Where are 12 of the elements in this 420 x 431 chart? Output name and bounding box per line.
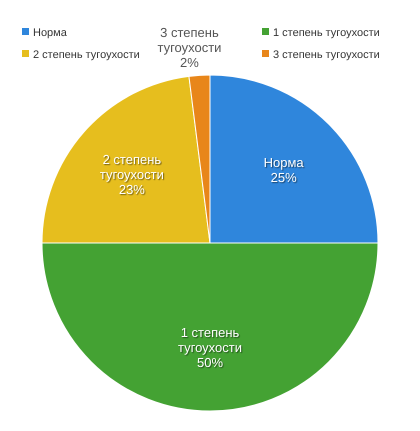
slice-label: 2 степень тугоухости (100, 152, 164, 182)
data-label: 23% (118, 182, 146, 198)
legend-label: 2 степень тугоухости (33, 49, 140, 61)
data-label: 25% (270, 170, 298, 185)
slice-label: Норма (264, 154, 304, 170)
data-label: 2% (180, 55, 200, 70)
slice-label: 1 степень тугоухости (178, 325, 242, 356)
slice-label: 3 степень тугоухости (157, 25, 222, 55)
legend-label: 1 степень тугоухости (273, 27, 380, 39)
legend-label: Норма (33, 27, 68, 39)
legend-label: 3 степень тугоухости (273, 49, 380, 61)
data-label: 50% (196, 355, 224, 370)
